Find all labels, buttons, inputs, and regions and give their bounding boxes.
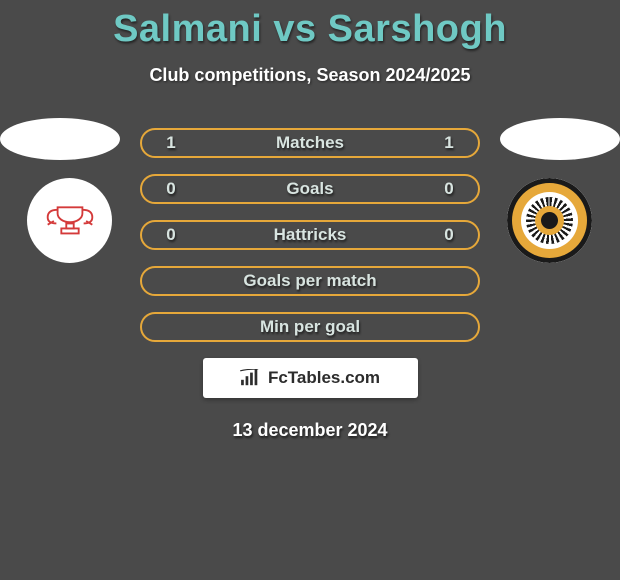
stat-label: Hattricks	[186, 225, 434, 245]
stat-row: Goals per match	[140, 266, 480, 296]
stat-right-value: 0	[434, 225, 464, 245]
brand-box: FcTables.com	[203, 358, 418, 398]
stat-left-value: 1	[156, 133, 186, 153]
stat-row: 0 Hattricks 0	[140, 220, 480, 250]
trophy-icon	[39, 190, 101, 252]
left-ellipse-decoration	[0, 118, 120, 160]
page-title: Salmani vs Sarshogh	[0, 8, 620, 51]
stat-right-value: 0	[434, 179, 464, 199]
stat-left-value: 0	[156, 225, 186, 245]
stat-label: Goals per match	[186, 271, 434, 291]
left-team-badge	[27, 178, 112, 263]
stat-label: Goals	[186, 179, 434, 199]
stat-label: Min per goal	[186, 317, 434, 337]
comparison-card: Salmani vs Sarshogh Club competitions, S…	[0, 0, 620, 580]
right-ellipse-decoration	[500, 118, 620, 160]
right-team-badge	[507, 178, 592, 263]
stat-label: Matches	[186, 133, 434, 153]
brand-text: FcTables.com	[268, 368, 380, 388]
bar-chart-icon	[240, 369, 262, 387]
stat-row: 1 Matches 1	[140, 128, 480, 158]
stat-row: Min per goal	[140, 312, 480, 342]
date-text: 13 december 2024	[0, 420, 620, 441]
stat-left-value: 0	[156, 179, 186, 199]
subtitle: Club competitions, Season 2024/2025	[0, 65, 620, 86]
stat-row: 0 Goals 0	[140, 174, 480, 204]
stat-right-value: 1	[434, 133, 464, 153]
